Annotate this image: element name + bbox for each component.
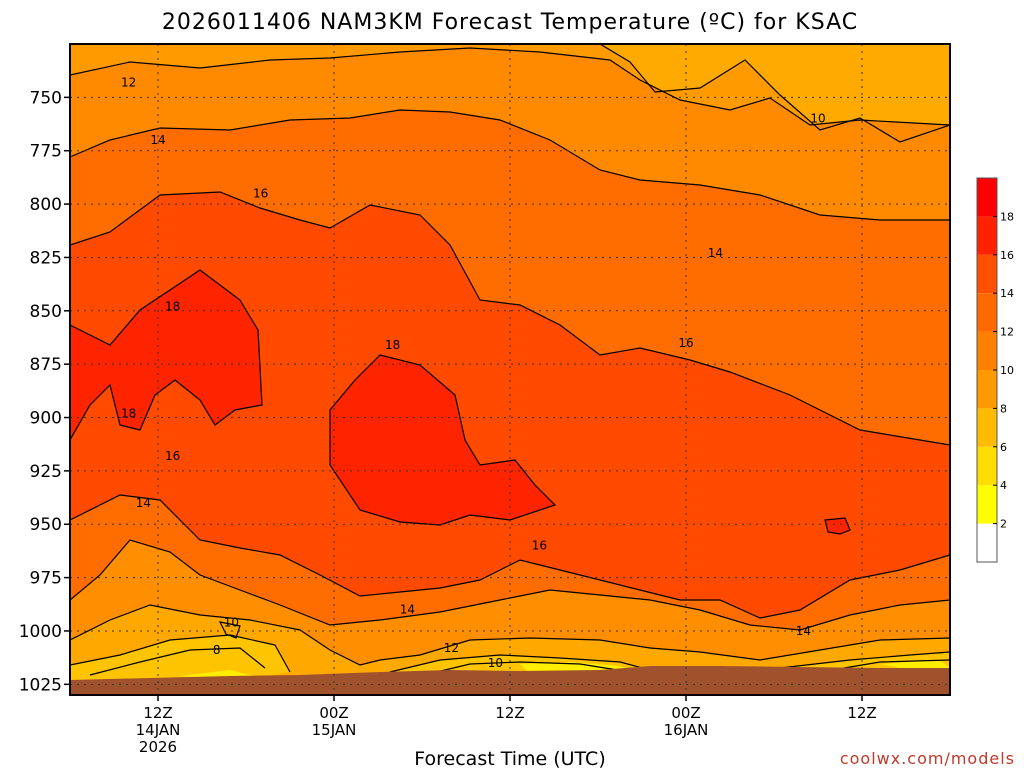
x-tick-label: 00Z <box>671 704 700 722</box>
band-18-plus-right <box>825 518 850 534</box>
colorbar-swatch <box>977 331 997 370</box>
contour-label: 8 <box>213 643 221 657</box>
band-low-yellow <box>180 660 950 680</box>
x-tick-label: 12Z <box>847 704 876 722</box>
contour-label: 16 <box>253 186 268 200</box>
colorbar-tick-label: 8 <box>1000 402 1007 415</box>
contour-label: 16 <box>532 539 547 553</box>
colorbar-swatch <box>977 523 997 562</box>
band-16-18 <box>70 192 950 618</box>
contour-label: 14 <box>400 603 415 617</box>
colorbar-tick-label: 4 <box>1000 479 1007 492</box>
y-tick-label: 1025 <box>19 675 62 695</box>
band-18-plus-center <box>330 355 555 525</box>
colorbar-tick-label: 16 <box>1000 249 1014 262</box>
y-tick-label: 1000 <box>19 622 62 642</box>
y-tick-label: 925 <box>30 462 62 482</box>
y-tick-label: 900 <box>30 409 62 429</box>
colorbar-tick-label: 18 <box>1000 210 1014 223</box>
colorbar: 2 4 6 8 10 12 14 16 18 <box>976 177 1014 563</box>
contour-label: 18 <box>385 338 400 352</box>
contour-label: 14 <box>150 133 165 147</box>
contour-label: 12 <box>444 641 459 655</box>
colorbar-tick-label: 2 <box>1000 518 1007 531</box>
contour-label: 10 <box>810 112 825 126</box>
credit-text: coolwx.com/models <box>840 749 1015 768</box>
x-axis-label: Forecast Time (UTC) <box>414 748 605 768</box>
contour-lines <box>70 44 950 677</box>
x-tick-label: 14JAN <box>136 721 181 739</box>
colorbar-swatch <box>977 178 997 217</box>
colorbar-swatch <box>977 446 997 486</box>
y-tick-label: 800 <box>30 195 62 215</box>
colorbar-tick-label: 6 <box>1000 441 1007 454</box>
colorbar-swatch <box>977 216 997 255</box>
y-tick-label: 950 <box>30 515 62 535</box>
band-8-10 <box>600 44 950 142</box>
band-low-gold <box>70 635 950 684</box>
contour-label: 18 <box>165 300 180 314</box>
plot-area <box>70 44 950 695</box>
colorbar-swatch <box>977 485 997 524</box>
colorbar-swatch <box>977 408 997 447</box>
contour-label: 14 <box>136 496 151 510</box>
band-18-plus-left <box>70 270 262 440</box>
contour-label: 18 <box>121 406 136 420</box>
x-tick-label: 2026 <box>139 738 177 756</box>
contour-label: 16 <box>165 449 180 463</box>
colorbar-tick-label: 14 <box>1000 287 1014 300</box>
x-tick-label: 12Z <box>495 704 524 722</box>
y-tick-label: 775 <box>30 142 62 162</box>
y-tick-label: 825 <box>30 248 62 268</box>
colorbar-tick-label: 12 <box>1000 326 1014 339</box>
contour-label: 16 <box>678 336 693 350</box>
x-tick-label: 12Z <box>143 704 172 722</box>
x-tick-label: 15JAN <box>312 721 357 739</box>
colorbar-swatch <box>977 370 997 409</box>
y-tick-label: 875 <box>30 355 62 375</box>
x-tick-label: 16JAN <box>664 721 709 739</box>
colorbar-tick-label: 10 <box>1000 364 1014 377</box>
chart-title: 2026011406 NAM3KM Forecast Temperature (… <box>162 10 858 35</box>
contour-label: 14 <box>708 246 723 260</box>
contour-label: 10 <box>224 615 239 629</box>
y-tick-label: 750 <box>30 88 62 108</box>
x-tick-label: 00Z <box>319 704 348 722</box>
contour-label: 12 <box>121 75 136 89</box>
y-tick-label: 850 <box>30 302 62 322</box>
colorbar-swatch <box>977 254 997 294</box>
y-axis: 750 775 800 825 850 875 900 925 950 975 1000 1025 <box>19 88 70 695</box>
terrain-ground <box>70 666 950 695</box>
y-tick-label: 975 <box>30 569 62 589</box>
contour-label: 10 <box>488 656 503 670</box>
colorbar-swatch <box>977 293 997 332</box>
contour-label: 14 <box>796 624 811 638</box>
